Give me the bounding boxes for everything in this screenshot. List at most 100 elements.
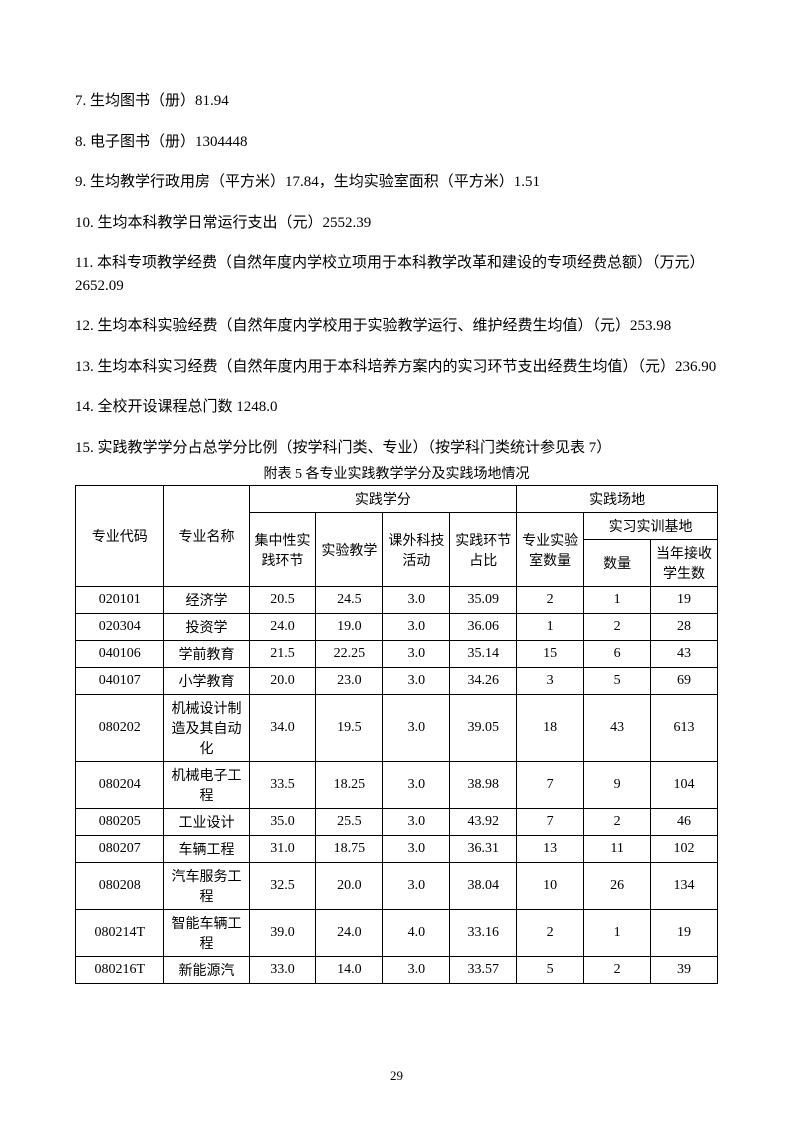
table-cell: 31.0 bbox=[249, 836, 316, 863]
table-cell: 20.5 bbox=[249, 587, 316, 614]
table-row: 080216T新能源汽33.014.03.033.575239 bbox=[76, 957, 718, 984]
table-cell: 21.5 bbox=[249, 641, 316, 668]
table-cell: 2 bbox=[584, 809, 651, 836]
table-cell: 18.75 bbox=[316, 836, 383, 863]
table-cell: 1 bbox=[584, 587, 651, 614]
table-cell: 134 bbox=[651, 863, 718, 910]
table-cell: 22.25 bbox=[316, 641, 383, 668]
table-cell: 3.0 bbox=[383, 809, 450, 836]
table-cell: 102 bbox=[651, 836, 718, 863]
table-cell: 080207 bbox=[76, 836, 164, 863]
table-cell: 18.25 bbox=[316, 762, 383, 809]
item-14: 14. 全校开设课程总门数 1248.0 bbox=[75, 396, 718, 419]
table-cell: 39.05 bbox=[450, 695, 517, 762]
header-col4: 实践环节占比 bbox=[450, 513, 517, 587]
item-12: 12. 生均本科实验经费（自然年度内学校用于实验教学运行、维护经费生均值）（元）… bbox=[75, 315, 718, 338]
table-cell: 10 bbox=[517, 863, 584, 910]
header-col1: 集中性实践环节 bbox=[249, 513, 316, 587]
table-cell: 1 bbox=[517, 614, 584, 641]
table-cell: 23.0 bbox=[316, 668, 383, 695]
table-cell: 2 bbox=[584, 614, 651, 641]
table-cell: 20.0 bbox=[316, 863, 383, 910]
table-cell: 7 bbox=[517, 762, 584, 809]
table-cell: 3.0 bbox=[383, 863, 450, 910]
header-name: 专业名称 bbox=[164, 486, 249, 587]
item-11: 11. 本科专项教学经费（自然年度内学校立项用于本科教学改革和建设的专项经费总额… bbox=[75, 252, 718, 297]
item-8: 8. 电子图书（册）1304448 bbox=[75, 131, 718, 154]
table-cell: 080208 bbox=[76, 863, 164, 910]
table-cell: 13 bbox=[517, 836, 584, 863]
table-row: 080207车辆工程31.018.753.036.311311102 bbox=[76, 836, 718, 863]
table-cell: 3.0 bbox=[383, 668, 450, 695]
table-cell: 2 bbox=[517, 587, 584, 614]
header-col3: 课外科技活动 bbox=[383, 513, 450, 587]
header-col7: 当年接收学生数 bbox=[651, 540, 718, 587]
table-row: 020101经济学20.524.53.035.092119 bbox=[76, 587, 718, 614]
table-cell: 33.5 bbox=[249, 762, 316, 809]
table-cell: 33.57 bbox=[450, 957, 517, 984]
item-15: 15. 实践教学学分占总学分比例（按学科门类、专业）（按学科门类统计参见表 7） bbox=[75, 437, 718, 460]
table-cell: 38.98 bbox=[450, 762, 517, 809]
table-cell: 080216T bbox=[76, 957, 164, 984]
table-row: 040106学前教育21.522.253.035.1415643 bbox=[76, 641, 718, 668]
table-cell: 19.5 bbox=[316, 695, 383, 762]
table-cell: 2 bbox=[584, 957, 651, 984]
table-cell: 26 bbox=[584, 863, 651, 910]
table-cell: 25.5 bbox=[316, 809, 383, 836]
table-cell: 36.31 bbox=[450, 836, 517, 863]
table-cell: 机械设计制造及其自动化 bbox=[164, 695, 249, 762]
table-cell: 24.0 bbox=[316, 910, 383, 957]
table-cell: 14.0 bbox=[316, 957, 383, 984]
table-cell: 机械电子工程 bbox=[164, 762, 249, 809]
table-row: 040107小学教育20.023.03.034.263569 bbox=[76, 668, 718, 695]
table-cell: 经济学 bbox=[164, 587, 249, 614]
table-cell: 3.0 bbox=[383, 587, 450, 614]
table-cell: 5 bbox=[517, 957, 584, 984]
table-cell: 学前教育 bbox=[164, 641, 249, 668]
table-cell: 工业设计 bbox=[164, 809, 249, 836]
table-cell: 3.0 bbox=[383, 836, 450, 863]
table-cell: 33.16 bbox=[450, 910, 517, 957]
table-cell: 19.0 bbox=[316, 614, 383, 641]
table-caption: 附表 5 各专业实践教学学分及实践场地情况 bbox=[75, 463, 718, 483]
table-body: 020101经济学20.524.53.035.092119020304投资学24… bbox=[76, 587, 718, 984]
header-col5: 专业实验室数量 bbox=[517, 513, 584, 587]
table-cell: 020304 bbox=[76, 614, 164, 641]
table-cell: 43 bbox=[651, 641, 718, 668]
table-cell: 28 bbox=[651, 614, 718, 641]
item-10: 10. 生均本科教学日常运行支出（元）2552.39 bbox=[75, 212, 718, 235]
table-cell: 3.0 bbox=[383, 957, 450, 984]
header-col6: 数量 bbox=[584, 540, 651, 587]
header-row-1: 专业代码 专业名称 实践学分 实践场地 bbox=[76, 486, 718, 513]
table-cell: 车辆工程 bbox=[164, 836, 249, 863]
table-cell: 2 bbox=[517, 910, 584, 957]
page-number: 29 bbox=[0, 1068, 793, 1084]
header-col2: 实验教学 bbox=[316, 513, 383, 587]
table-cell: 19 bbox=[651, 587, 718, 614]
table-cell: 080205 bbox=[76, 809, 164, 836]
table-cell: 35.0 bbox=[249, 809, 316, 836]
table-cell: 24.5 bbox=[316, 587, 383, 614]
table-cell: 39.0 bbox=[249, 910, 316, 957]
table-cell: 5 bbox=[584, 668, 651, 695]
table-cell: 43 bbox=[584, 695, 651, 762]
header-venue-group: 实践场地 bbox=[517, 486, 718, 513]
table-cell: 36.06 bbox=[450, 614, 517, 641]
majors-table: 专业代码 专业名称 实践学分 实践场地 集中性实践环节 实验教学 课外科技活动 … bbox=[75, 485, 718, 984]
table-cell: 020101 bbox=[76, 587, 164, 614]
table-cell: 投资学 bbox=[164, 614, 249, 641]
table-cell: 080202 bbox=[76, 695, 164, 762]
table-cell: 新能源汽 bbox=[164, 957, 249, 984]
table-cell: 38.04 bbox=[450, 863, 517, 910]
table-row: 080208汽车服务工程32.520.03.038.041026134 bbox=[76, 863, 718, 910]
table-cell: 20.0 bbox=[249, 668, 316, 695]
table-cell: 040107 bbox=[76, 668, 164, 695]
table-cell: 汽车服务工程 bbox=[164, 863, 249, 910]
table-row: 080204机械电子工程33.518.253.038.9879104 bbox=[76, 762, 718, 809]
table-cell: 18 bbox=[517, 695, 584, 762]
table-cell: 15 bbox=[517, 641, 584, 668]
item-9: 9. 生均教学行政用房（平方米）17.84，生均实验室面积（平方米）1.51 bbox=[75, 171, 718, 194]
item-13: 13. 生均本科实习经费（自然年度内用于本科培养方案内的实习环节支出经费生均值）… bbox=[75, 356, 718, 379]
header-credit-group: 实践学分 bbox=[249, 486, 517, 513]
table-cell: 6 bbox=[584, 641, 651, 668]
